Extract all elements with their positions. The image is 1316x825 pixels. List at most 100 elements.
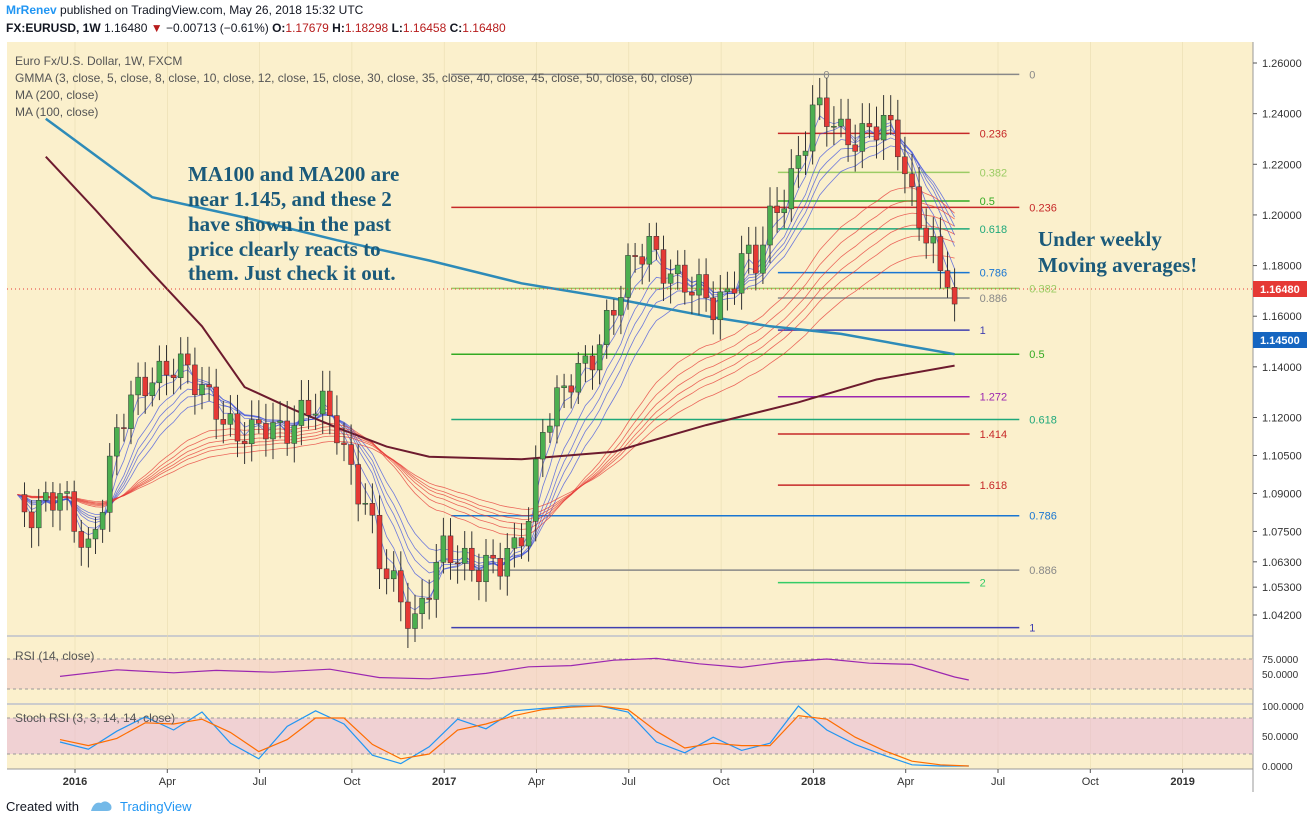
candle-body-120: [909, 173, 915, 188]
price-change: −0.00713 (−0.61%): [165, 21, 269, 35]
candle-body-54: [440, 535, 447, 563]
gmma-slow-30: [17, 187, 955, 537]
candle-body-32: [284, 420, 290, 444]
candle-body-46: [383, 568, 390, 580]
candle-body-117: [887, 115, 894, 121]
publish-line: MrRenev published on TradingView.com, Ma…: [6, 3, 363, 17]
price-tick-9: 1.09000: [1262, 488, 1302, 500]
time-axis[interactable]: [7, 770, 1253, 792]
last-price: 1.16480: [104, 21, 148, 35]
tradingview-link[interactable]: TradingView: [120, 799, 192, 814]
candle-body-81: [632, 255, 638, 257]
fib-label-4: 0.5: [980, 196, 995, 208]
candle-body-33: [291, 425, 298, 444]
candle-body-52: [426, 597, 432, 600]
candle-body-56: [454, 562, 461, 565]
fib-label-19: 1: [1029, 623, 1035, 635]
stoch-tick-0: 100.0000: [1262, 702, 1304, 713]
fib-label-5: 0.236: [1029, 202, 1057, 214]
tradingview-logo-icon[interactable]: [89, 799, 113, 816]
down-arrow-icon: ▼: [150, 21, 163, 35]
candle-body-80: [625, 255, 631, 298]
rsi-band: [7, 659, 1253, 689]
left-annotation[interactable]: MA100 and MA200 are near 1.145, and thes…: [188, 162, 399, 285]
publisher-name[interactable]: MrRenev: [6, 3, 57, 17]
candle-body-83: [646, 236, 653, 265]
candle-body-62: [497, 558, 503, 577]
ma-price-tag: 1.14500: [1253, 332, 1307, 348]
time-tick-10: Jul: [991, 776, 1005, 788]
ma200-line: [45, 117, 955, 356]
high-label: H:: [332, 21, 345, 35]
candle-body--1: [50, 492, 56, 511]
candle-body-77: [603, 310, 610, 345]
candle-body-25: [234, 413, 241, 442]
candle-body-91: [703, 274, 709, 299]
candle-body-99: [760, 244, 766, 274]
candle-body-59: [476, 570, 482, 583]
candle-body-51: [419, 597, 425, 615]
main-pane[interactable]: [7, 42, 1253, 635]
fib-label-13: 0.618: [1029, 415, 1057, 427]
candle-body--3: [35, 500, 42, 529]
low-value: 1.16458: [402, 21, 447, 35]
candle-body-24: [227, 413, 234, 425]
fib-label-12: 1.272: [980, 392, 1008, 404]
stoch-d-line: [59, 705, 969, 767]
candle-body-36: [312, 413, 319, 416]
fib-label-14: 1.414: [980, 429, 1008, 441]
candle-body-0: [57, 493, 63, 511]
candle-body--2: [43, 492, 49, 501]
fib-label-9: 0.886: [980, 293, 1008, 305]
candle-body-19: [192, 364, 198, 396]
candle-body-22: [213, 386, 219, 420]
price-tick-6: 1.14000: [1262, 362, 1302, 374]
legend: Euro Fx/U.S. Dollar, 1W, FXCM GMMA (3, c…: [15, 54, 693, 725]
left-note-line-2: near 1.145, and these 2: [188, 187, 392, 211]
time-tick-9: Apr: [897, 776, 914, 788]
candle-body-50: [412, 613, 418, 629]
time-tick-11: Oct: [1082, 776, 1099, 788]
symbol: FX:EURUSD, 1W: [6, 21, 101, 35]
candle-body-96: [738, 253, 745, 294]
candle-body-74: [582, 355, 589, 364]
legend-ma200: MA (200, close): [15, 88, 98, 102]
created-with-text: Created with: [6, 799, 79, 814]
candle-body-126: [951, 287, 958, 305]
candle-body-88: [682, 264, 688, 293]
time-tick-6: Jul: [622, 776, 636, 788]
fib-label-10: 1: [980, 325, 986, 337]
rsi-tick-1: 50.0000: [1262, 670, 1299, 681]
candle-body-79: [618, 297, 624, 316]
candle-body-78: [611, 310, 617, 316]
right-annotation[interactable]: Under weekly Moving averages!: [1038, 227, 1197, 277]
candle-body-41: [348, 444, 354, 465]
candle-body-95: [731, 288, 738, 294]
candle-body-6: [99, 512, 106, 530]
candle-body-47: [390, 570, 397, 580]
candle-body-15: [163, 360, 170, 376]
high-value: 1.18298: [344, 21, 389, 35]
candle-body-20: [199, 384, 205, 396]
left-note-line-1: MA100 and MA200 are: [188, 162, 399, 186]
candle-body-44: [369, 503, 376, 516]
candle-body-124: [937, 236, 944, 271]
candle-body-112: [852, 144, 858, 152]
candle-body-4: [85, 538, 92, 548]
fib-label-16: 0.786: [1029, 511, 1057, 523]
legend-gmma: GMMA (3, close, 5, close, 8, close, 10, …: [15, 71, 693, 85]
stoch-k-line: [59, 705, 969, 767]
candle-body-86: [667, 273, 674, 284]
stoch-tick-1: 50.0000: [1262, 732, 1299, 743]
candle-body-57: [461, 547, 468, 564]
candle-body-16: [170, 374, 177, 378]
price-chart[interactable]: 000.2360.3820.50.2360.6180.7860.3820.886…: [0, 40, 1316, 796]
fib-label-1: 0: [823, 69, 829, 81]
candle-body-65: [518, 537, 525, 547]
candle-body-114: [866, 123, 873, 128]
ma100-line: [45, 156, 955, 461]
candle-body-12: [142, 376, 148, 397]
time-tick-7: Oct: [713, 776, 730, 788]
candle-body-101: [774, 205, 780, 213]
price-tick-12: 1.05300: [1262, 582, 1302, 594]
